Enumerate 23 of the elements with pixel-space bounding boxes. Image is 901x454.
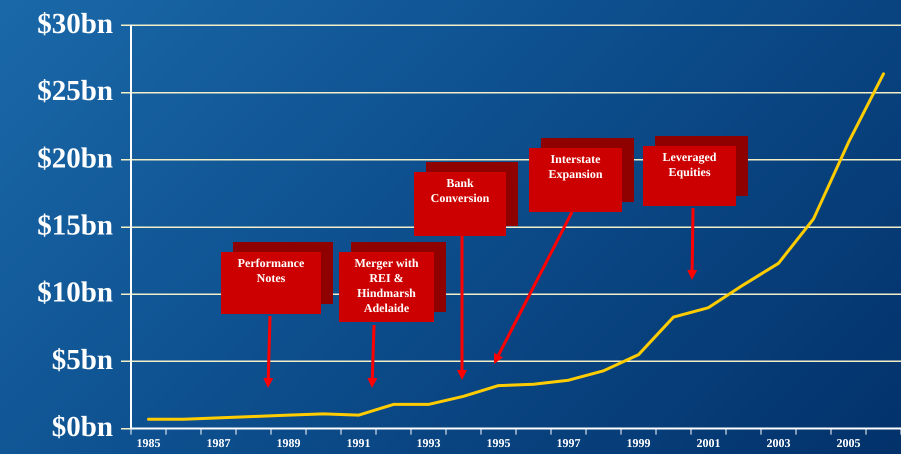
x-tick-label: 1991 [346,436,370,450]
x-tick-label: 2001 [696,436,720,450]
y-tick-label: $10bn [37,276,113,309]
x-tick-label: 1989 [276,436,300,450]
callout-box: Performance Notes [221,252,321,314]
x-tick-label: 1999 [626,436,650,450]
callout-box: Bank Conversion [414,172,506,236]
y-tick-label: $25bn [37,75,113,108]
callout-box: Leveraged Equities [643,146,736,206]
x-tick-label: 1993 [416,436,440,450]
y-tick-label: $20bn [37,142,113,174]
y-tick-label: $15bn [37,209,113,242]
y-tick-label: $5bn [52,344,113,376]
x-tick-label: 1985 [136,436,160,450]
callout-box: Merger with REI & Hindmarsh Adelaide [339,252,434,322]
y-tick-label: $0bn [52,411,113,444]
x-tick-label: 2003 [766,436,790,450]
callout-box: Interstate Expansion [529,148,622,212]
x-tick-label: 1997 [556,436,580,450]
x-tick-label: 1995 [486,436,510,450]
x-tick-label: 1987 [206,436,230,450]
x-tick-label: 2005 [836,436,860,450]
y-tick-label: $30bn [37,8,113,40]
